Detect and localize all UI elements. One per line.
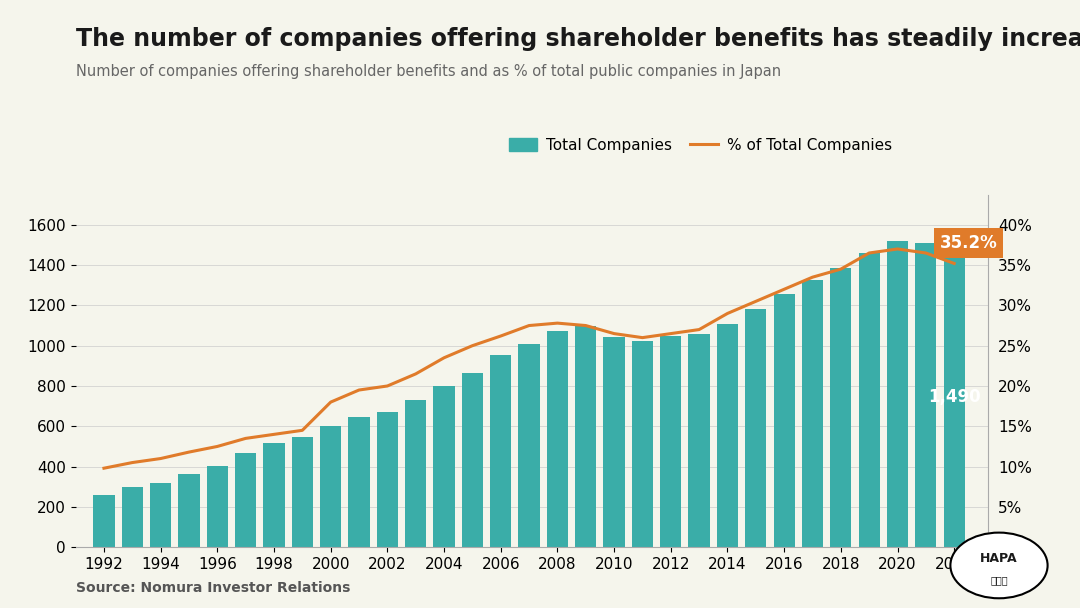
Bar: [773, 294, 795, 547]
Bar: [377, 412, 399, 547]
Bar: [150, 483, 172, 547]
Text: 1,490: 1,490: [928, 388, 981, 406]
Bar: [604, 337, 624, 547]
Bar: [546, 331, 568, 547]
Bar: [632, 340, 653, 547]
Bar: [660, 336, 681, 547]
Bar: [206, 466, 228, 547]
Bar: [944, 247, 964, 547]
Bar: [433, 387, 455, 547]
Text: Number of companies offering shareholder benefits and as % of total public compa: Number of companies offering shareholder…: [76, 64, 781, 79]
Text: 35.2%: 35.2%: [940, 234, 997, 252]
Bar: [405, 400, 427, 547]
Bar: [915, 243, 936, 547]
Bar: [518, 344, 540, 547]
Bar: [831, 268, 851, 547]
Bar: [292, 437, 313, 547]
Bar: [122, 486, 143, 547]
Text: のほん: のほん: [990, 575, 1008, 585]
Bar: [576, 326, 596, 547]
Bar: [178, 474, 200, 547]
Legend: Total Companies, % of Total Companies: Total Companies, % of Total Companies: [503, 132, 899, 159]
Bar: [235, 454, 256, 547]
Text: The number of companies offering shareholder benefits has steadily increased: The number of companies offering shareho…: [76, 27, 1080, 51]
Bar: [688, 334, 710, 547]
Bar: [717, 323, 738, 547]
Bar: [349, 416, 369, 547]
Bar: [490, 355, 511, 547]
Circle shape: [950, 533, 1048, 598]
Bar: [745, 309, 767, 547]
Bar: [264, 443, 285, 547]
Bar: [320, 426, 341, 547]
Bar: [462, 373, 483, 547]
Text: Source: Nomura Investor Relations: Source: Nomura Investor Relations: [76, 581, 350, 595]
Text: HAPA: HAPA: [981, 551, 1017, 565]
Bar: [887, 241, 908, 547]
Bar: [859, 252, 880, 547]
Bar: [801, 280, 823, 547]
Bar: [93, 494, 114, 547]
